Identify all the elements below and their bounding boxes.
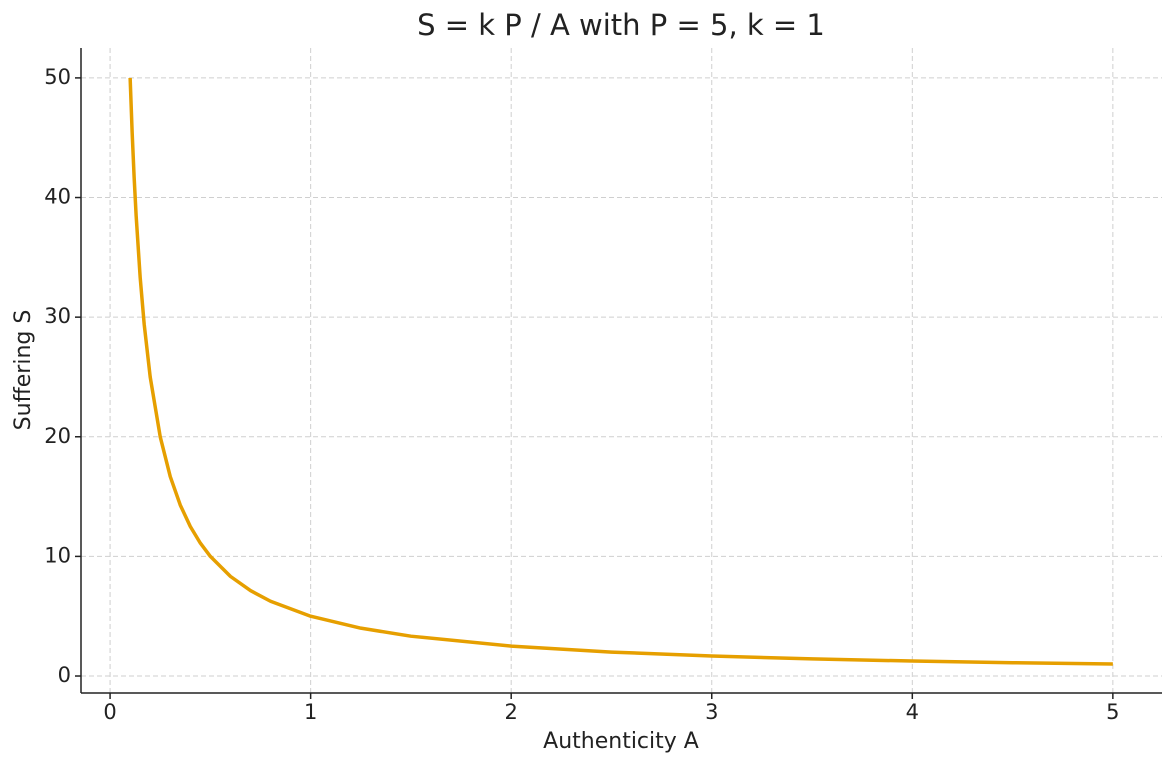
x-tick-label: 5	[1106, 700, 1119, 724]
x-tick-label: 1	[304, 700, 317, 724]
y-tick-label: 0	[58, 663, 71, 687]
y-tick-label: 30	[44, 304, 71, 328]
x-tick-label: 3	[705, 700, 718, 724]
y-tick-label: 40	[44, 185, 71, 209]
data-line	[128, 77, 1113, 666]
x-tick-label: 4	[906, 700, 919, 724]
y-axis-label: Suffering S	[11, 310, 36, 431]
x-axis-label: Authenticity A	[543, 729, 699, 754]
y-tick-label: 50	[44, 65, 71, 89]
x-tick-label: 0	[103, 700, 116, 724]
y-tick-label: 10	[44, 543, 71, 567]
y-tick-label: 20	[44, 424, 71, 448]
chart-title: S = k P / A with P = 5, k = 1	[417, 8, 825, 42]
x-tick-label: 2	[505, 700, 518, 724]
